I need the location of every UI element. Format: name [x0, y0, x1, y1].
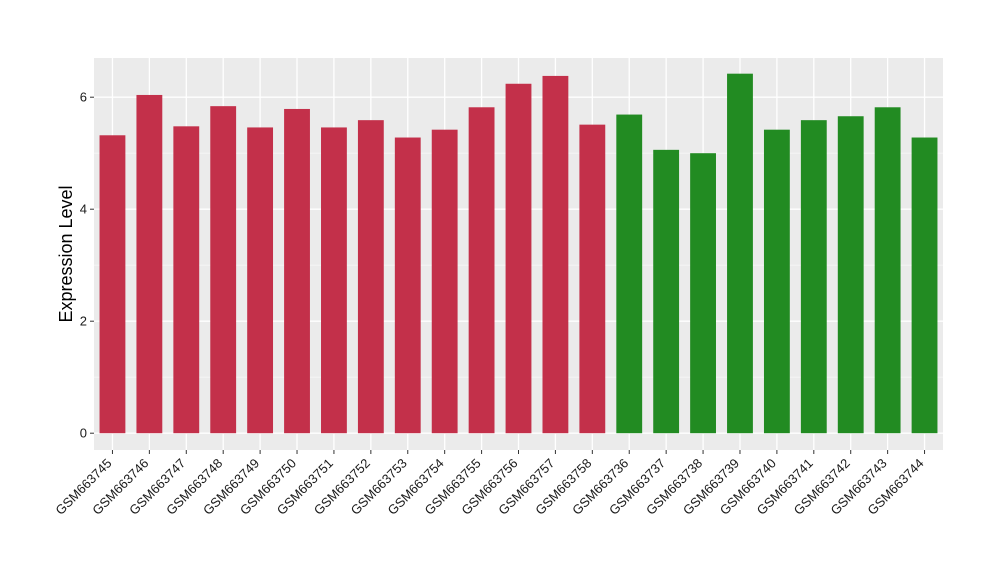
- bar-GSM663751: [321, 127, 347, 434]
- bar-GSM663753: [394, 137, 421, 434]
- bar-GSM663738: [690, 153, 716, 434]
- bar-GSM663744: [911, 137, 938, 434]
- bar-GSM663748: [210, 106, 237, 434]
- bar-GSM663739: [727, 73, 753, 434]
- bar-GSM663740: [763, 129, 790, 434]
- y-axis: 0 2 4 6: [80, 90, 94, 441]
- x-axis: GSM663745GSM663746GSM663747GSM663748GSM6…: [52, 450, 927, 518]
- bar-GSM663745: [99, 135, 126, 434]
- bar-GSM663736: [616, 114, 643, 434]
- bar-GSM663746: [136, 94, 163, 434]
- bar-GSM663752: [357, 120, 384, 434]
- bar-GSM663749: [247, 127, 274, 434]
- y-tick-label: 4: [80, 202, 87, 217]
- y-tick-label: 6: [80, 90, 87, 105]
- y-axis-label: Expression Level: [56, 185, 76, 322]
- bar-GSM663741: [800, 120, 827, 434]
- bar-GSM663755: [468, 107, 495, 434]
- bar-GSM663754: [431, 129, 458, 434]
- bar-GSM663758: [579, 124, 606, 434]
- y-tick-label: 0: [80, 426, 87, 441]
- bar-GSM663756: [505, 83, 532, 434]
- y-tick-label: 2: [80, 314, 87, 329]
- bar-GSM663757: [542, 75, 569, 434]
- bar-GSM663747: [173, 126, 200, 434]
- bar-GSM663743: [874, 107, 901, 434]
- bar-GSM663750: [284, 108, 310, 434]
- bars: [99, 73, 938, 434]
- bar-GSM663742: [837, 116, 864, 434]
- bar-GSM663737: [653, 149, 680, 434]
